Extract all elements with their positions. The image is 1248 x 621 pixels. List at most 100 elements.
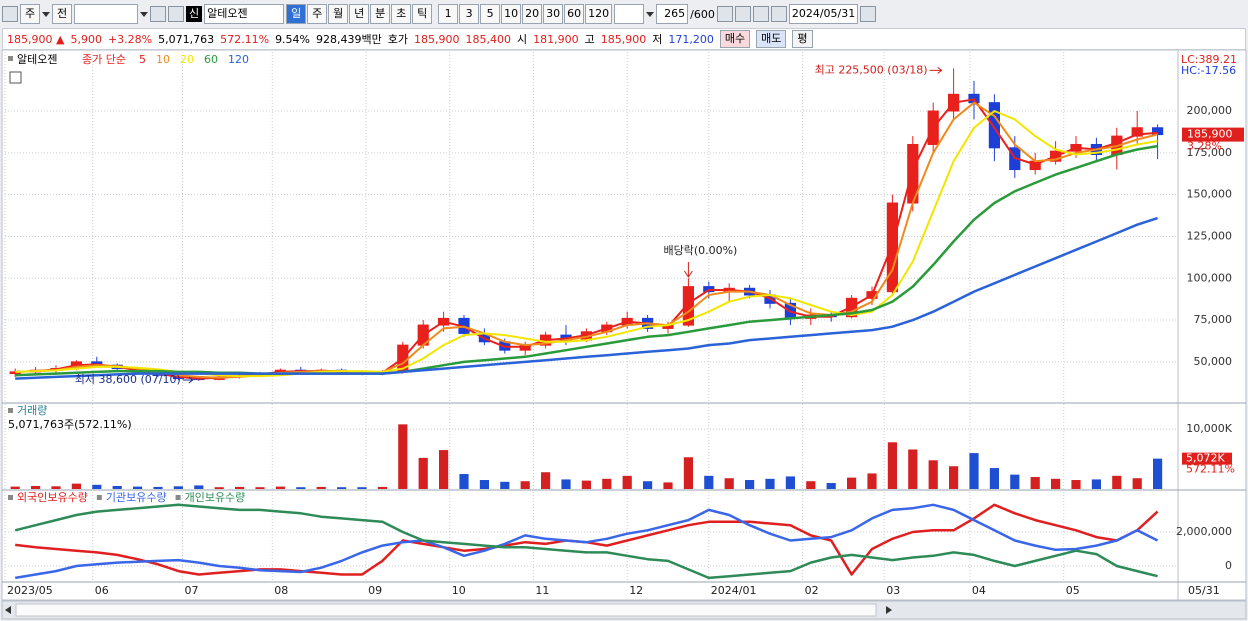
period-button[interactable]: 월	[328, 4, 349, 24]
volume-bar	[51, 486, 61, 489]
dropdown[interactable]	[646, 11, 655, 17]
legend-icon	[8, 408, 13, 413]
volume-bar	[928, 460, 938, 489]
market-select[interactable]: 주	[20, 4, 40, 24]
last-ratio-label: 572.11%	[1186, 463, 1235, 476]
volume-bar	[989, 468, 999, 489]
legend-item: 개인보유수량	[185, 491, 246, 504]
interval-button[interactable]: 10	[501, 4, 522, 24]
save-icon[interactable]	[752, 6, 769, 22]
period-button[interactable]: 분	[370, 4, 391, 24]
volume-bar	[1153, 458, 1163, 489]
x-tick-label: 02	[805, 584, 819, 597]
volume-bar	[541, 472, 551, 489]
avg-button[interactable]: 평	[792, 30, 813, 48]
label: 시	[517, 33, 528, 46]
x-tick-label: 12	[629, 584, 643, 597]
volume-bar	[724, 478, 734, 489]
y-tick-label: 150,000	[1187, 188, 1233, 201]
volume-bar	[1091, 479, 1101, 489]
annotation: 배당락(0.00%)	[663, 244, 737, 257]
volume-bar	[663, 482, 673, 489]
buy-button[interactable]: 매수	[719, 30, 751, 48]
last-price-label: 185,900	[1187, 128, 1233, 141]
sound-icon[interactable]	[168, 6, 184, 22]
x-tick-label: 10	[452, 584, 466, 597]
x-tick-label: 11	[535, 584, 549, 597]
legend-item: 10	[156, 53, 170, 66]
search-icon[interactable]	[150, 6, 166, 22]
code-input[interactable]: 196170	[74, 4, 138, 24]
settings-icon[interactable]	[770, 6, 787, 22]
calendar-icon[interactable]	[860, 6, 877, 22]
ma-line	[15, 98, 1158, 380]
last-price-box	[1182, 127, 1244, 142]
interval-button[interactable]: 20	[522, 4, 543, 24]
volume-bar	[785, 476, 795, 489]
y-tick-label: 50,000	[1194, 355, 1233, 368]
interval-button[interactable]: 1	[438, 4, 459, 24]
volume-bar	[214, 487, 224, 489]
sell-button[interactable]: 매도	[756, 30, 787, 48]
label: 호가	[387, 33, 408, 46]
last-volume-box	[1182, 452, 1232, 465]
custom-input[interactable]	[614, 4, 645, 24]
interval-button[interactable]: 3	[459, 4, 480, 24]
volume-bar	[1132, 478, 1142, 489]
x-tick-label: 05	[1066, 584, 1080, 597]
volume-bar	[602, 478, 612, 489]
volume-bar	[194, 485, 204, 489]
ma-line	[15, 144, 1158, 377]
legend-item: 20	[180, 53, 194, 66]
range-button[interactable]: 전	[52, 4, 72, 24]
rate: +3.28%	[107, 32, 153, 46]
interval-button[interactable]: 120	[585, 4, 613, 24]
tool-icon[interactable]	[734, 6, 751, 22]
count-input[interactable]: 265	[656, 4, 689, 24]
legend-label: 종가 단순	[82, 53, 126, 66]
volume-ratio: 572.11%	[220, 32, 270, 46]
last-change-label: 3.28%	[1187, 140, 1222, 153]
tool-icon[interactable]	[716, 6, 733, 22]
y-tick-label: 75,000	[1194, 313, 1233, 326]
date-input[interactable]: 2024/05/31	[788, 4, 859, 24]
volume-bar	[133, 486, 143, 489]
holding-line	[14, 503, 1159, 580]
candle-body	[988, 102, 1000, 149]
table-icon[interactable]	[9, 71, 22, 84]
menu-icon[interactable]	[2, 6, 18, 22]
annotation-arrow	[929, 66, 943, 74]
interval-button[interactable]: 60	[564, 4, 585, 24]
interval-button[interactable]: 30	[543, 4, 564, 24]
period-button[interactable]: 년	[349, 4, 370, 24]
legend-item: 120	[228, 53, 249, 66]
volume-bar	[969, 453, 979, 489]
volume-bar	[296, 487, 306, 489]
quote-bar: 185,900 ▲ 5,900 +3.28% 5,071,763 572.11%…	[2, 28, 1246, 50]
volume-bar	[377, 486, 387, 489]
name-field: 알테오젠	[204, 4, 285, 24]
x-tick-label: 2023/05	[7, 584, 53, 597]
volume-bar	[1112, 475, 1122, 489]
period-button[interactable]: 일	[286, 4, 307, 24]
dropdown[interactable]	[140, 11, 148, 17]
period-button[interactable]: 주	[307, 4, 328, 24]
scroll-thumb[interactable]	[15, 603, 877, 617]
period-button[interactable]: 초	[391, 4, 412, 24]
volume-bar	[908, 449, 918, 489]
annotation: 최고 225,500 (03/18)	[815, 63, 928, 76]
volume-bar	[275, 486, 285, 489]
count-max: /600	[690, 7, 715, 21]
volume-bar	[173, 486, 183, 489]
change: 5,900	[70, 32, 102, 46]
dropdown[interactable]	[42, 11, 50, 17]
amount: 928,439백만	[316, 33, 382, 46]
interval-button[interactable]: 5	[480, 4, 501, 24]
y-tick-label: 200,000	[1187, 104, 1233, 117]
scroll-left[interactable]	[5, 606, 11, 614]
scroll-right[interactable]	[886, 606, 892, 614]
y-tick-label: 0	[1225, 559, 1232, 572]
volume-bar	[581, 480, 591, 489]
period-button[interactable]: 틱	[412, 4, 433, 24]
